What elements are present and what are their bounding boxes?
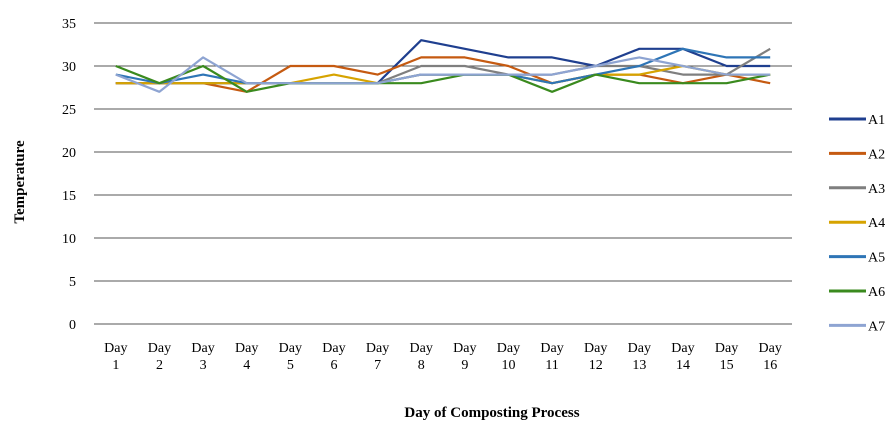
y-axis-ticks: 0 5 10 15 20 25 30 35	[62, 17, 76, 333]
x-tick-label: Day 5	[279, 341, 302, 373]
y-tick-label: 0	[69, 318, 76, 333]
series-line-a6	[115, 64, 771, 93]
series-lines	[115, 39, 771, 93]
x-tick-label: Day 14	[671, 341, 694, 373]
x-tick-label: Day 11	[540, 341, 563, 373]
x-tick-label: Day 9	[453, 341, 476, 373]
x-axis-ticks: Day 1 Day 2 Day 3 Day 4 Day 5 Day 6 Day 7 Day 8 Day 9 Day 1…	[104, 341, 782, 373]
x-tick-label: Day 15	[715, 341, 738, 373]
x-tick-label: Day 8	[410, 341, 433, 373]
x-tick-label: Day 1	[104, 341, 127, 373]
y-axis-title: Temperature	[12, 140, 28, 224]
x-tick-label: Day 16	[759, 341, 782, 373]
y-tick-label: 30	[62, 60, 76, 75]
y-tick-label: 20	[62, 146, 76, 161]
y-tick-label: 35	[62, 17, 76, 32]
x-tick-label: Day 7	[366, 341, 389, 373]
x-tick-label: Day 12	[584, 341, 607, 373]
x-tick-label: Day 6	[322, 341, 345, 373]
x-tick-label: Day 3	[191, 341, 214, 373]
series-line-a7	[115, 56, 771, 93]
x-axis-title: Day of Composting Process	[404, 405, 579, 421]
legend-label-a6: A6	[868, 285, 885, 300]
y-tick-label: 5	[69, 275, 76, 290]
series-line-a2	[115, 56, 771, 93]
legend-label-a4: A4	[868, 216, 885, 231]
x-tick-label: Day 4	[235, 341, 258, 373]
y-tick-label: 10	[62, 232, 76, 247]
y-tick-label: 25	[62, 103, 76, 118]
x-tick-label: Day 13	[628, 341, 651, 373]
legend: A1 A2 A3 A4 A5 A6 A7	[829, 113, 885, 334]
legend-label-a2: A2	[868, 147, 885, 162]
gridlines	[94, 22, 792, 325]
legend-label-a1: A1	[868, 113, 885, 128]
x-tick-label: Day 2	[148, 341, 171, 373]
legend-label-a5: A5	[868, 251, 885, 266]
x-tick-label: Day 10	[497, 341, 520, 373]
legend-label-a7: A7	[868, 319, 885, 334]
legend-label-a3: A3	[868, 182, 885, 197]
y-tick-label: 15	[62, 189, 76, 204]
